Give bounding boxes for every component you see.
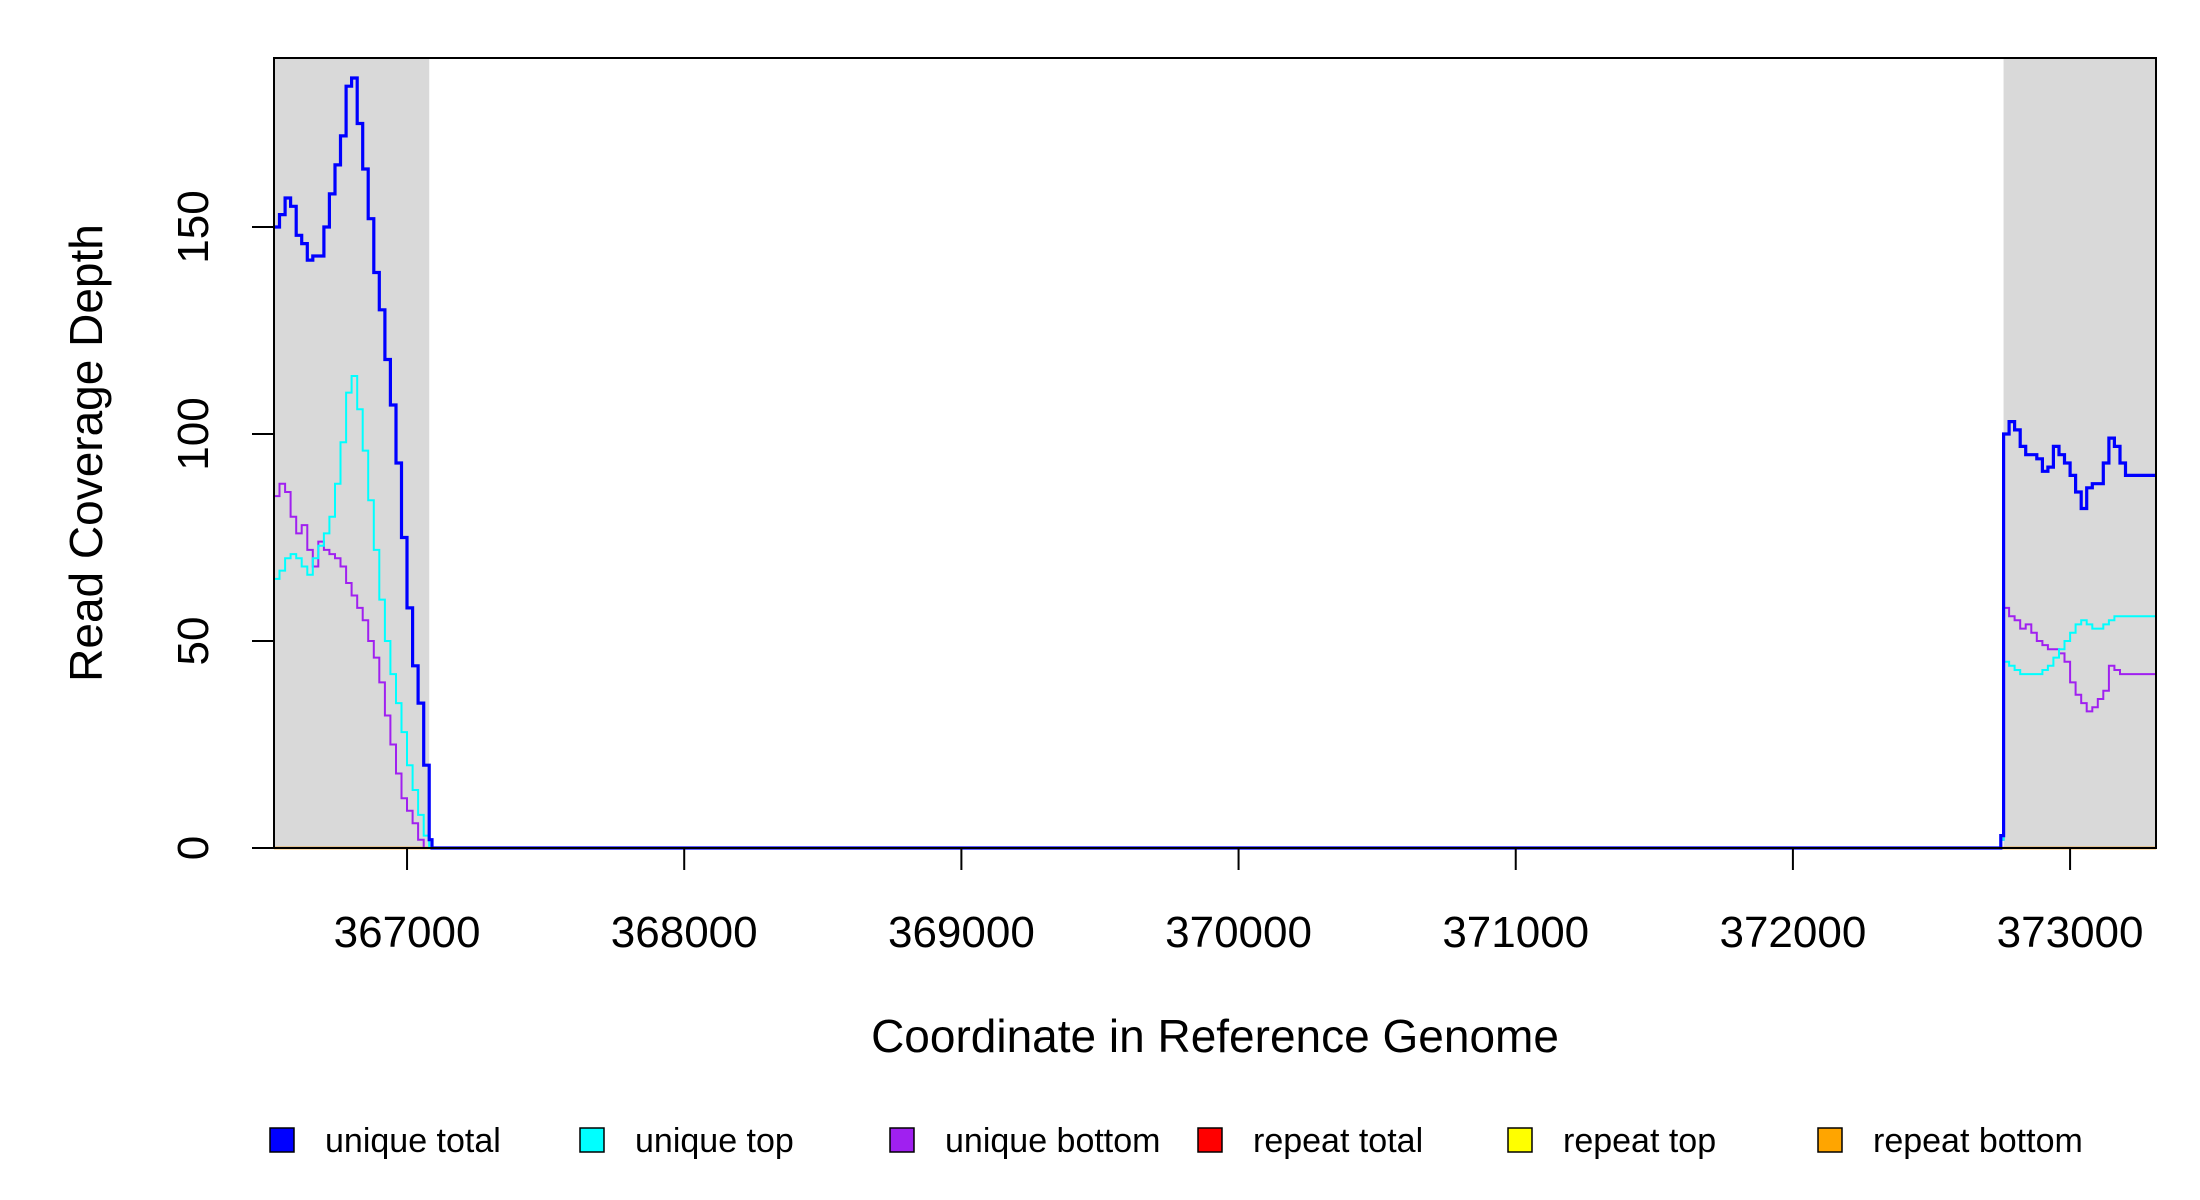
shaded-region-2 <box>2003 58 2156 848</box>
x-tick-label: 373000 <box>1997 908 2144 957</box>
series-line-unique-bottom <box>274 482 2156 849</box>
y-tick-label: 0 <box>169 836 218 860</box>
series-line-unique-total <box>274 76 2156 850</box>
legend-item-repeat-bottom: repeat bottom <box>1817 1122 2083 1160</box>
legend-swatch <box>1197 1127 1223 1153</box>
x-tick-label: 371000 <box>1442 908 1589 957</box>
legend-swatch <box>269 1127 295 1153</box>
x-tick-label: 368000 <box>611 908 758 957</box>
y-axis: 0 50 100 150 <box>169 190 275 860</box>
legend-item-unique-top: unique top <box>579 1122 794 1160</box>
y-tick-label: 150 <box>169 190 218 263</box>
y-tick-label: 100 <box>169 397 218 470</box>
legend-label: repeat top <box>1563 1122 1716 1160</box>
x-axis-title: Coordinate in Reference Genome <box>871 1010 1559 1062</box>
y-tick-label: 50 <box>169 617 218 666</box>
y-axis-title: Read Coverage Depth <box>60 224 112 682</box>
series-lines <box>274 76 2156 850</box>
legend-item-repeat-total: repeat total <box>1197 1122 1423 1160</box>
legend-swatch <box>1507 1127 1533 1153</box>
legend-swatch <box>889 1127 915 1153</box>
legend-label: unique total <box>325 1122 501 1160</box>
legend-label: unique top <box>635 1122 794 1160</box>
legend-item-unique-bottom: unique bottom <box>889 1122 1161 1160</box>
shaded-region-1 <box>274 58 430 848</box>
series-line-unique-top <box>274 375 2156 849</box>
x-tick-label: 370000 <box>1165 908 1312 957</box>
legend-label: unique bottom <box>945 1122 1161 1160</box>
legend-swatch <box>1817 1127 1843 1153</box>
x-tick-label: 369000 <box>888 908 1035 957</box>
legend-item-repeat-top: repeat top <box>1507 1122 1716 1160</box>
shaded-regions <box>274 58 2156 848</box>
legend: unique total unique top unique bottom repea… <box>269 1122 2083 1160</box>
x-tick-label: 367000 <box>334 908 481 957</box>
legend-label: repeat total <box>1253 1122 1423 1160</box>
legend-label: repeat bottom <box>1873 1122 2083 1160</box>
x-axis: 367000 368000 369000 370000 371000 372000 3730… <box>334 848 2144 957</box>
legend-item-unique-total: unique total <box>269 1122 501 1160</box>
plot-area-border <box>273 57 2157 849</box>
x-tick-label: 372000 <box>1719 908 1866 957</box>
legend-swatch <box>579 1127 605 1153</box>
